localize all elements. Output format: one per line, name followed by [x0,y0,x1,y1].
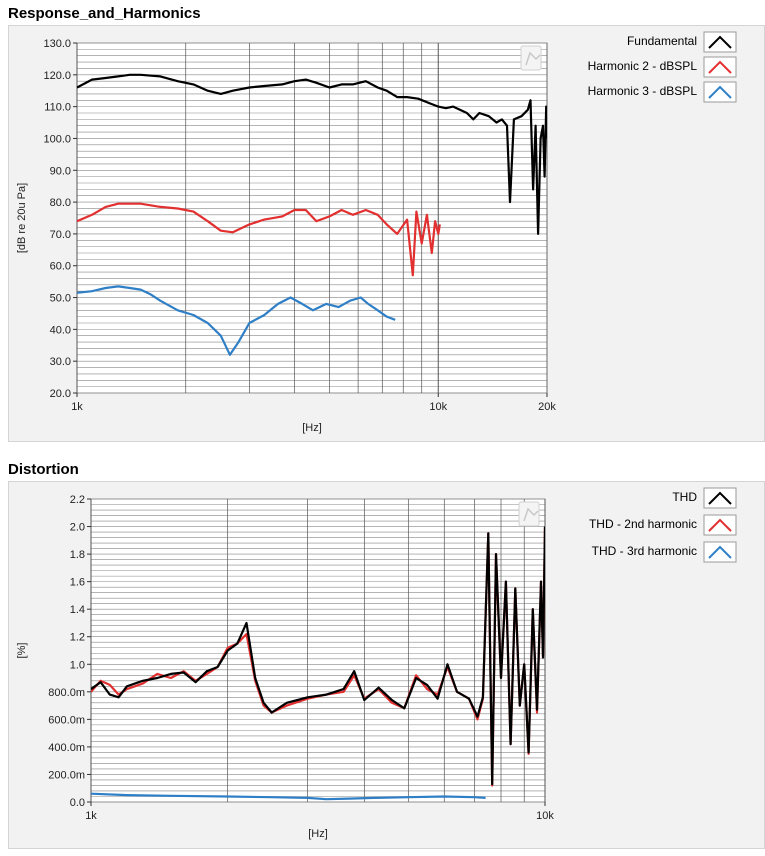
graph-palette-icon[interactable] [520,45,542,71]
legend-swatch-box [703,514,737,536]
distortion-section-title: Distortion [8,461,79,478]
y-tick-label: 110.0 [44,102,71,114]
y-tick-label: 600.0m [48,714,85,726]
y-tick-label: 1.4 [70,604,85,616]
legend-swatch-thd[interactable] [703,487,737,509]
y-tick-label: 40.0 [50,324,71,336]
legend-swatch-harmonic-3-dbspl[interactable] [703,81,737,103]
distortion-chart-panel: 0.0 200.0m 400.0m 600.0m 800.0m 1.0 1.2 1.4 1.6 1… [8,481,765,849]
y-tick-label: 0.0 [70,797,85,809]
y-tick-label: 70.0 [50,229,71,241]
legend-swatch-box [703,56,737,78]
y-tick-label: 20.0 [50,388,71,400]
series-line-fundamental [77,73,547,235]
series-line-thd-3rd-harmonic [91,792,486,801]
series-line-harmonic-3-dbspl [77,285,396,356]
x-tick-label: 1k [85,810,97,822]
legend-swatch-box [703,31,737,53]
series-group [91,526,545,801]
y-axis-label: [dB re 20u Pa] [16,183,28,253]
legend-swatch-box [703,487,737,509]
legend-label-thd-3rd-harmonic: THD - 3rd harmonic [592,544,697,558]
y-tick-label: 2.2 [70,494,85,506]
plot-area [90,498,546,803]
y-tick-label: 120.0 [43,70,71,82]
y-tick-label: 200.0m [48,769,85,781]
y-tick-label: 400.0m [48,742,85,754]
legend-label-thd-2nd-harmonic: THD - 2nd harmonic [589,517,697,531]
legend-swatch-icon [708,35,732,49]
x-tick-label: 10k [536,810,554,822]
legend-label-harmonic-2-dbspl: Harmonic 2 - dBSPL [588,59,698,73]
legend-swatch-box [703,541,737,563]
legend-label-fundamental: Fundamental [627,34,697,48]
legend-swatch-thd-3rd-harmonic[interactable] [703,541,737,563]
legend-swatch-thd-2nd-harmonic[interactable] [703,514,737,536]
y-tick-label: 90.0 [50,165,71,177]
x-axis-label: [Hz] [302,422,322,434]
legend-swatch-icon [708,85,732,99]
x-axis-label: [Hz] [308,828,328,840]
y-tick-label: 50.0 [50,293,71,305]
legend-swatch-icon [708,60,732,74]
y-tick-label: 1.8 [70,549,85,561]
y-axis-label: [%] [16,643,28,659]
legend-swatch-fundamental[interactable] [703,31,737,53]
distortion-chart[interactable]: 0.0 200.0m 400.0m 600.0m 800.0m 1.0 1.2 1.4 1.6 1… [9,482,765,850]
y-tick-label: 100.0 [43,133,71,145]
x-tick-label: 10k [429,401,447,413]
series-group [77,73,547,356]
y-tick-label: 2.0 [70,522,85,534]
x-tick-label: 1k [71,401,83,413]
y-tick-label: 800.0m [48,687,85,699]
series-line-thd [91,526,545,786]
response-chart[interactable]: 20.0 30.0 40.0 50.0 60.0 70.0 80.0 90.0 100.0 110… [9,26,765,443]
legend-swatch-icon [708,545,732,559]
graph-palette-icon-glyph [525,51,541,66]
x-tick-label: 20k [538,401,556,413]
graph-palette-icon-glyph [523,507,539,522]
legend: Fundamental Harmonic 2 - dBSPL Harmonic 3 … [588,31,737,103]
y-tick-label: 1.0 [70,659,85,671]
graph-palette-icon[interactable] [518,501,540,527]
legend-swatch-icon [708,491,732,505]
legend-label-thd: THD [672,490,697,504]
response-section-title: Response_and_Harmonics [8,5,201,22]
legend: THD THD - 2nd harmonic THD - 3rd harmonic [589,487,737,563]
series-line-harmonic-2-dbspl [77,202,441,277]
y-tick-label: 60.0 [50,261,71,273]
legend-swatch-harmonic-2-dbspl[interactable] [703,56,737,78]
y-tick-label: 1.2 [70,632,85,644]
legend-swatch-icon [708,518,732,532]
legend-swatch-box [703,81,737,103]
y-tick-label: 30.0 [50,356,71,368]
y-tick-label: 80.0 [50,197,71,209]
response-chart-panel: 20.0 30.0 40.0 50.0 60.0 70.0 80.0 90.0 100.0 110… [8,25,765,442]
legend-label-harmonic-3-dbspl: Harmonic 3 - dBSPL [588,84,698,98]
y-tick-label: 1.6 [70,577,85,589]
y-tick-label: 130.0 [43,38,71,50]
